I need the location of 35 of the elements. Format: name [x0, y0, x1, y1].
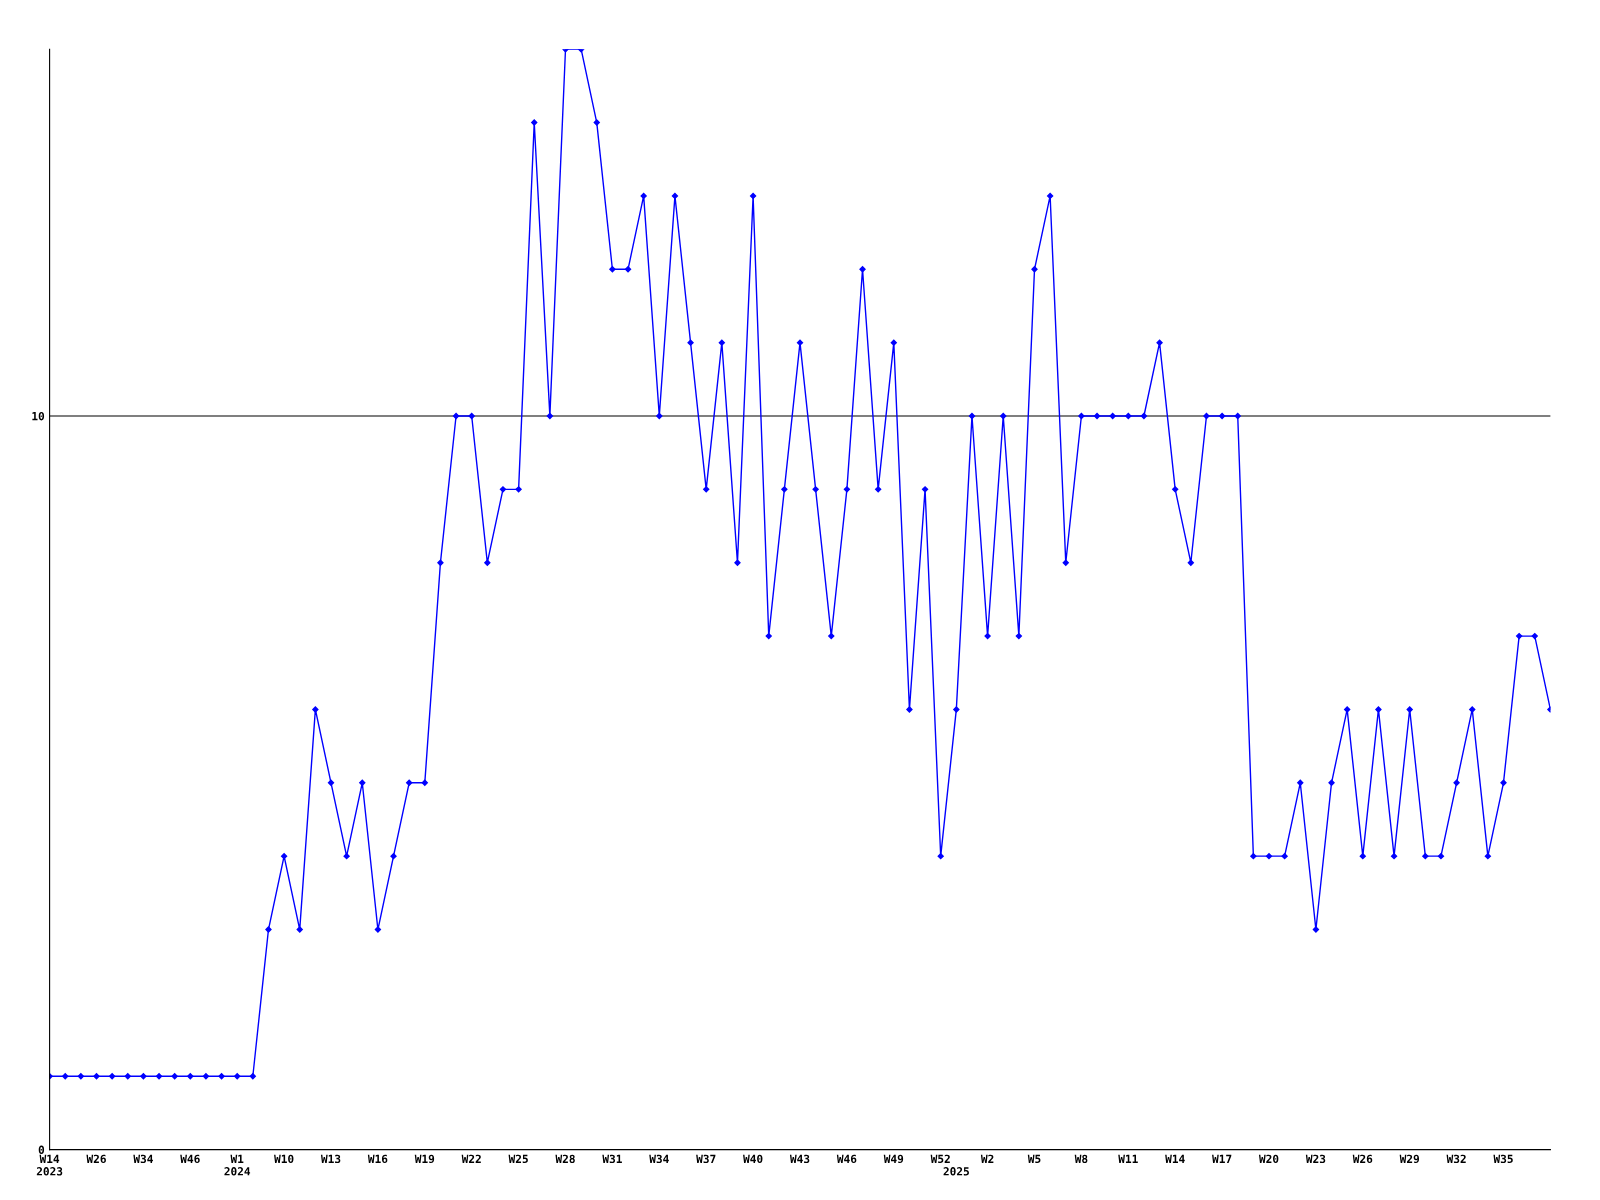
- x-tick-label: W8: [1074, 1154, 1088, 1164]
- x-tick-label: W11: [1118, 1154, 1138, 1163]
- x-tick-label: W46: [836, 1154, 857, 1164]
- x-tick-label: W52: [930, 1154, 950, 1164]
- x-tick-label: W43: [789, 1154, 810, 1164]
- x-tick-label: W29: [1399, 1154, 1420, 1164]
- x-tick-label: W14: [1165, 1154, 1185, 1163]
- x-tick-label: W40: [743, 1154, 763, 1164]
- x-tick-label: W49: [883, 1154, 904, 1164]
- x-tick-label: W1 2024: [224, 1154, 251, 1176]
- y-tick-label: 10: [32, 411, 45, 421]
- x-tick-label: W2: [980, 1154, 994, 1163]
- x-tick-label: W17: [1212, 1154, 1232, 1163]
- x-tick-label: W37: [696, 1154, 716, 1164]
- x-tick-label: W28: [555, 1154, 575, 1164]
- x-tick-label: W22: [461, 1154, 481, 1163]
- x-tick-label: W26: [86, 1154, 106, 1164]
- x-tick-label: W35: [1493, 1154, 1513, 1164]
- x-tick-label: W23: [1305, 1154, 1326, 1164]
- x-tick-label: W26: [1352, 1154, 1373, 1164]
- x-tick-label: W31: [602, 1154, 622, 1164]
- x-tick-label: W19: [414, 1154, 435, 1164]
- x-tick-label: W34: [649, 1154, 669, 1164]
- x-tick-label: W16: [367, 1154, 388, 1164]
- x-tick-label: 2025: [943, 1167, 969, 1176]
- y-tick-label: 0: [38, 1145, 45, 1154]
- x-tick-label: W14 2023: [36, 1154, 63, 1176]
- x-tick-label: W10: [274, 1154, 294, 1164]
- x-tick-label: W34: [133, 1154, 153, 1164]
- x-tick-label: W13: [320, 1154, 341, 1164]
- x-tick-label: W20: [1258, 1154, 1279, 1164]
- x-tick-label: W32: [1446, 1154, 1466, 1164]
- x-tick-label: W46: [180, 1154, 200, 1164]
- x-tick-label: W5: [1027, 1154, 1041, 1164]
- x-tick-label: W25: [508, 1154, 528, 1164]
